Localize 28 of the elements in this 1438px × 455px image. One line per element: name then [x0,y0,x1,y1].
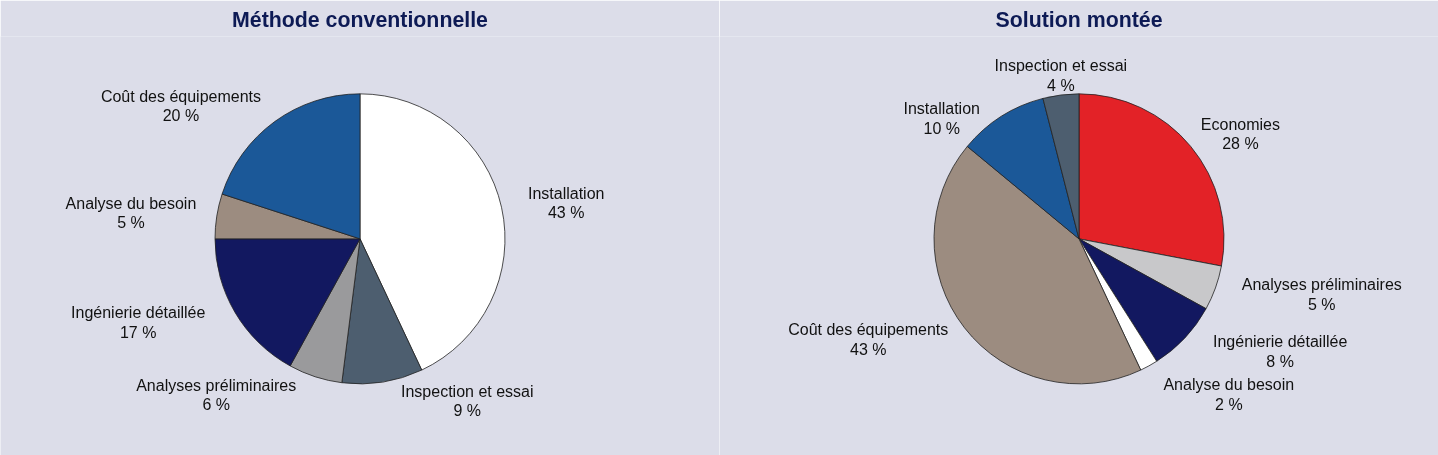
data-label: 43 % [547,204,585,222]
data-label: 8 % [1266,352,1294,370]
data-label: 28 % [1222,135,1259,153]
data-label: 20 % [162,107,200,125]
data-label: 5 % [1307,295,1336,313]
slice-label: Installation [527,184,605,202]
slice-label: Analyses préliminaires [1241,276,1402,294]
slice-label: Analyse du besoin [1163,376,1295,393]
chart-title: Solution montée [995,7,1163,32]
data-label: 9 % [453,402,482,420]
slice-label: Coût des équipements [788,321,949,339]
data-label: 2 % [1215,395,1243,413]
slice-label: Inspection et essai [994,57,1128,75]
slice-label: Coût des équipements [100,87,262,105]
slice-label: Inspection et essai [401,382,534,400]
data-label: 43 % [850,340,887,358]
slice-label: Analyses préliminaires [136,376,297,394]
slice-label: Installation [903,100,980,118]
slice-label: Economies [1200,115,1280,133]
chart-title: Méthode conventionnelle [232,7,489,32]
data-label: 17 % [119,323,157,341]
slice-label: Ingénierie détaillée [1213,333,1348,351]
slice-label: Analyse du besoin [65,194,197,212]
data-label: 5 % [117,214,145,232]
data-label: 4 % [1047,77,1075,95]
slice-label: Ingénierie détaillée [71,304,206,322]
data-label: 6 % [202,396,230,414]
data-label: 10 % [923,119,960,137]
